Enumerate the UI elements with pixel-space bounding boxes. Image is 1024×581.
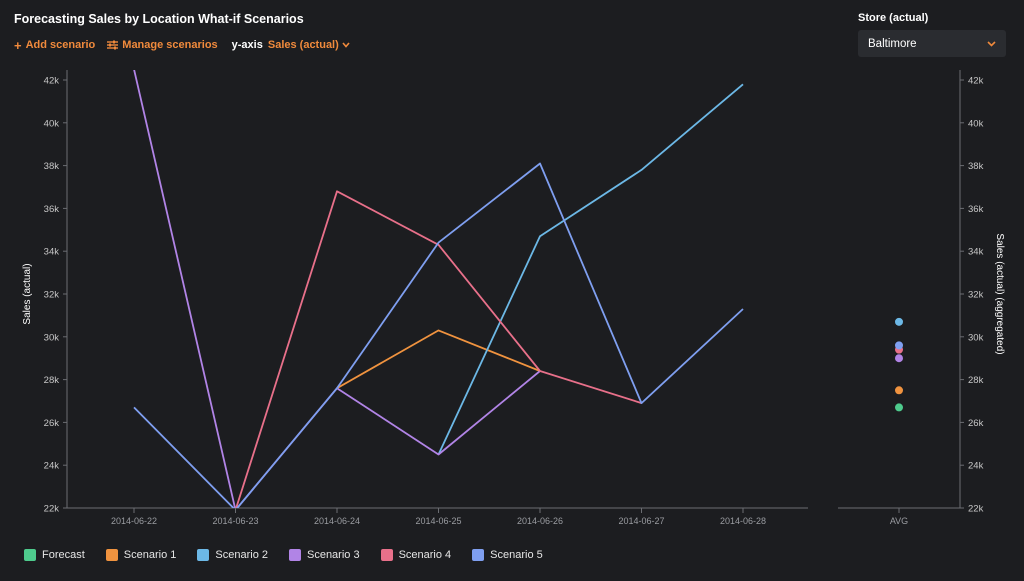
manage-scenarios-button[interactable]: Manage scenarios (107, 39, 218, 51)
y-tick-label-right: 28k (968, 375, 984, 386)
y-tick-label-left: 34k (44, 247, 60, 258)
y-tick-label-right: 42k (968, 76, 984, 87)
yaxis-value: Sales (actual) (267, 39, 339, 51)
series-line-scenario-1 (336, 329, 541, 389)
chevron-down-icon (342, 42, 350, 48)
y-tick-label-right: 30k (968, 332, 984, 343)
y-tick-label-left: 22k (44, 504, 60, 515)
x-tick-label: 2014-06-24 (314, 516, 360, 526)
store-value: Baltimore (868, 37, 917, 50)
y-tick-label-left: 24k (44, 461, 60, 472)
legend-swatch (24, 549, 36, 561)
y-tick-label-right: 40k (968, 118, 984, 129)
legend-item-scenario-1[interactable]: Scenario 1 (105, 549, 177, 561)
x-tick-label: 2014-06-25 (415, 516, 461, 526)
y-tick-label-left: 28k (44, 375, 60, 386)
series-line-scenario-2 (437, 83, 744, 455)
store-label: Store (actual) (858, 12, 929, 24)
manage-scenarios-label: Manage scenarios (122, 39, 218, 51)
y-tick-label-left: 26k (44, 418, 60, 429)
y-tick-label-right: 36k (968, 204, 984, 215)
plus-icon: + (14, 37, 22, 53)
avg-point-scenario-2 (895, 317, 903, 326)
toolbar: + Add scenario Manage scenarios y-axis S… (14, 37, 350, 53)
store-select[interactable]: Baltimore (858, 30, 1006, 57)
legend: Forecast Scenario 1 Scenario 2 Scenario 3 Sc… (24, 549, 564, 561)
yaxis-label: y-axis (231, 39, 263, 51)
legend-item-scenario-4[interactable]: Scenario 4 (380, 549, 452, 561)
legend-label: Scenario 5 (490, 549, 543, 561)
y-tick-label-left: 42k (44, 76, 60, 87)
x-tick-label: 2014-06-27 (618, 516, 664, 526)
legend-swatch (197, 549, 210, 561)
legend-swatch (380, 549, 393, 561)
legend-label: Scenario 1 (123, 549, 177, 561)
legend-swatch (472, 549, 485, 561)
legend-label: Scenario 2 (215, 549, 268, 561)
legend-label: Scenario 4 (398, 549, 452, 561)
avg-x-tick-label: AVG (890, 516, 908, 526)
y-tick-label-right: 22k (968, 504, 984, 515)
avg-point-scenario-5 (895, 341, 903, 350)
y-tick-label-left: 30k (44, 332, 60, 343)
series-line-scenario-3 (133, 70, 541, 508)
add-scenario-label: Add scenario (25, 39, 96, 51)
y-tick-label-right: 38k (968, 161, 984, 172)
legend-label: Forecast (42, 549, 85, 561)
legend-label: Scenario 3 (306, 549, 360, 561)
x-tick-label: 2014-06-23 (212, 516, 258, 526)
y-tick-label-right: 26k (968, 418, 984, 429)
page-title: Forecasting Sales by Location What-if Sc… (14, 12, 304, 26)
legend-item-scenario-5[interactable]: Scenario 5 (472, 549, 543, 561)
line-chart: 22k 22k 24k 24k 26k 26k 28k 28k 30k 30k 32k 32k 34k 3… (22, 70, 1005, 526)
x-tick-label: 2014-06-22 (111, 516, 157, 526)
avg-point-scenario-1 (895, 386, 903, 395)
avg-point-scenario-3 (895, 354, 903, 363)
y-axis-title-right: Sales (actual) (aggregated) (994, 233, 1005, 354)
y-tick-label-left: 38k (44, 161, 60, 172)
sliders-icon (107, 40, 119, 50)
y-tick-label-left: 32k (44, 290, 60, 301)
legend-item-scenario-3[interactable]: Scenario 3 (288, 549, 360, 561)
series-line-scenario-4 (235, 190, 642, 508)
add-scenario-button[interactable]: + Add scenario (14, 39, 95, 52)
yaxis-select[interactable]: Sales (actual) (268, 39, 350, 51)
legend-swatch (288, 549, 301, 561)
x-tick-label: 2014-06-28 (720, 516, 766, 526)
y-tick-label-right: 24k (968, 461, 984, 472)
chevron-down-icon (987, 40, 996, 47)
series-line-scenario-5 (133, 162, 744, 508)
y-tick-label-right: 32k (968, 290, 984, 301)
y-tick-label-right: 34k (968, 247, 984, 258)
legend-item-scenario-2[interactable]: Scenario 2 (197, 549, 268, 561)
y-tick-label-left: 40k (44, 118, 60, 129)
x-tick-label: 2014-06-26 (517, 516, 563, 526)
y-axis-title-left: Sales (actual) (22, 263, 33, 324)
avg-point-forecast (895, 403, 903, 412)
legend-item-forecast[interactable]: Forecast (24, 549, 85, 561)
legend-swatch (105, 549, 118, 561)
y-tick-label-left: 36k (44, 204, 60, 215)
